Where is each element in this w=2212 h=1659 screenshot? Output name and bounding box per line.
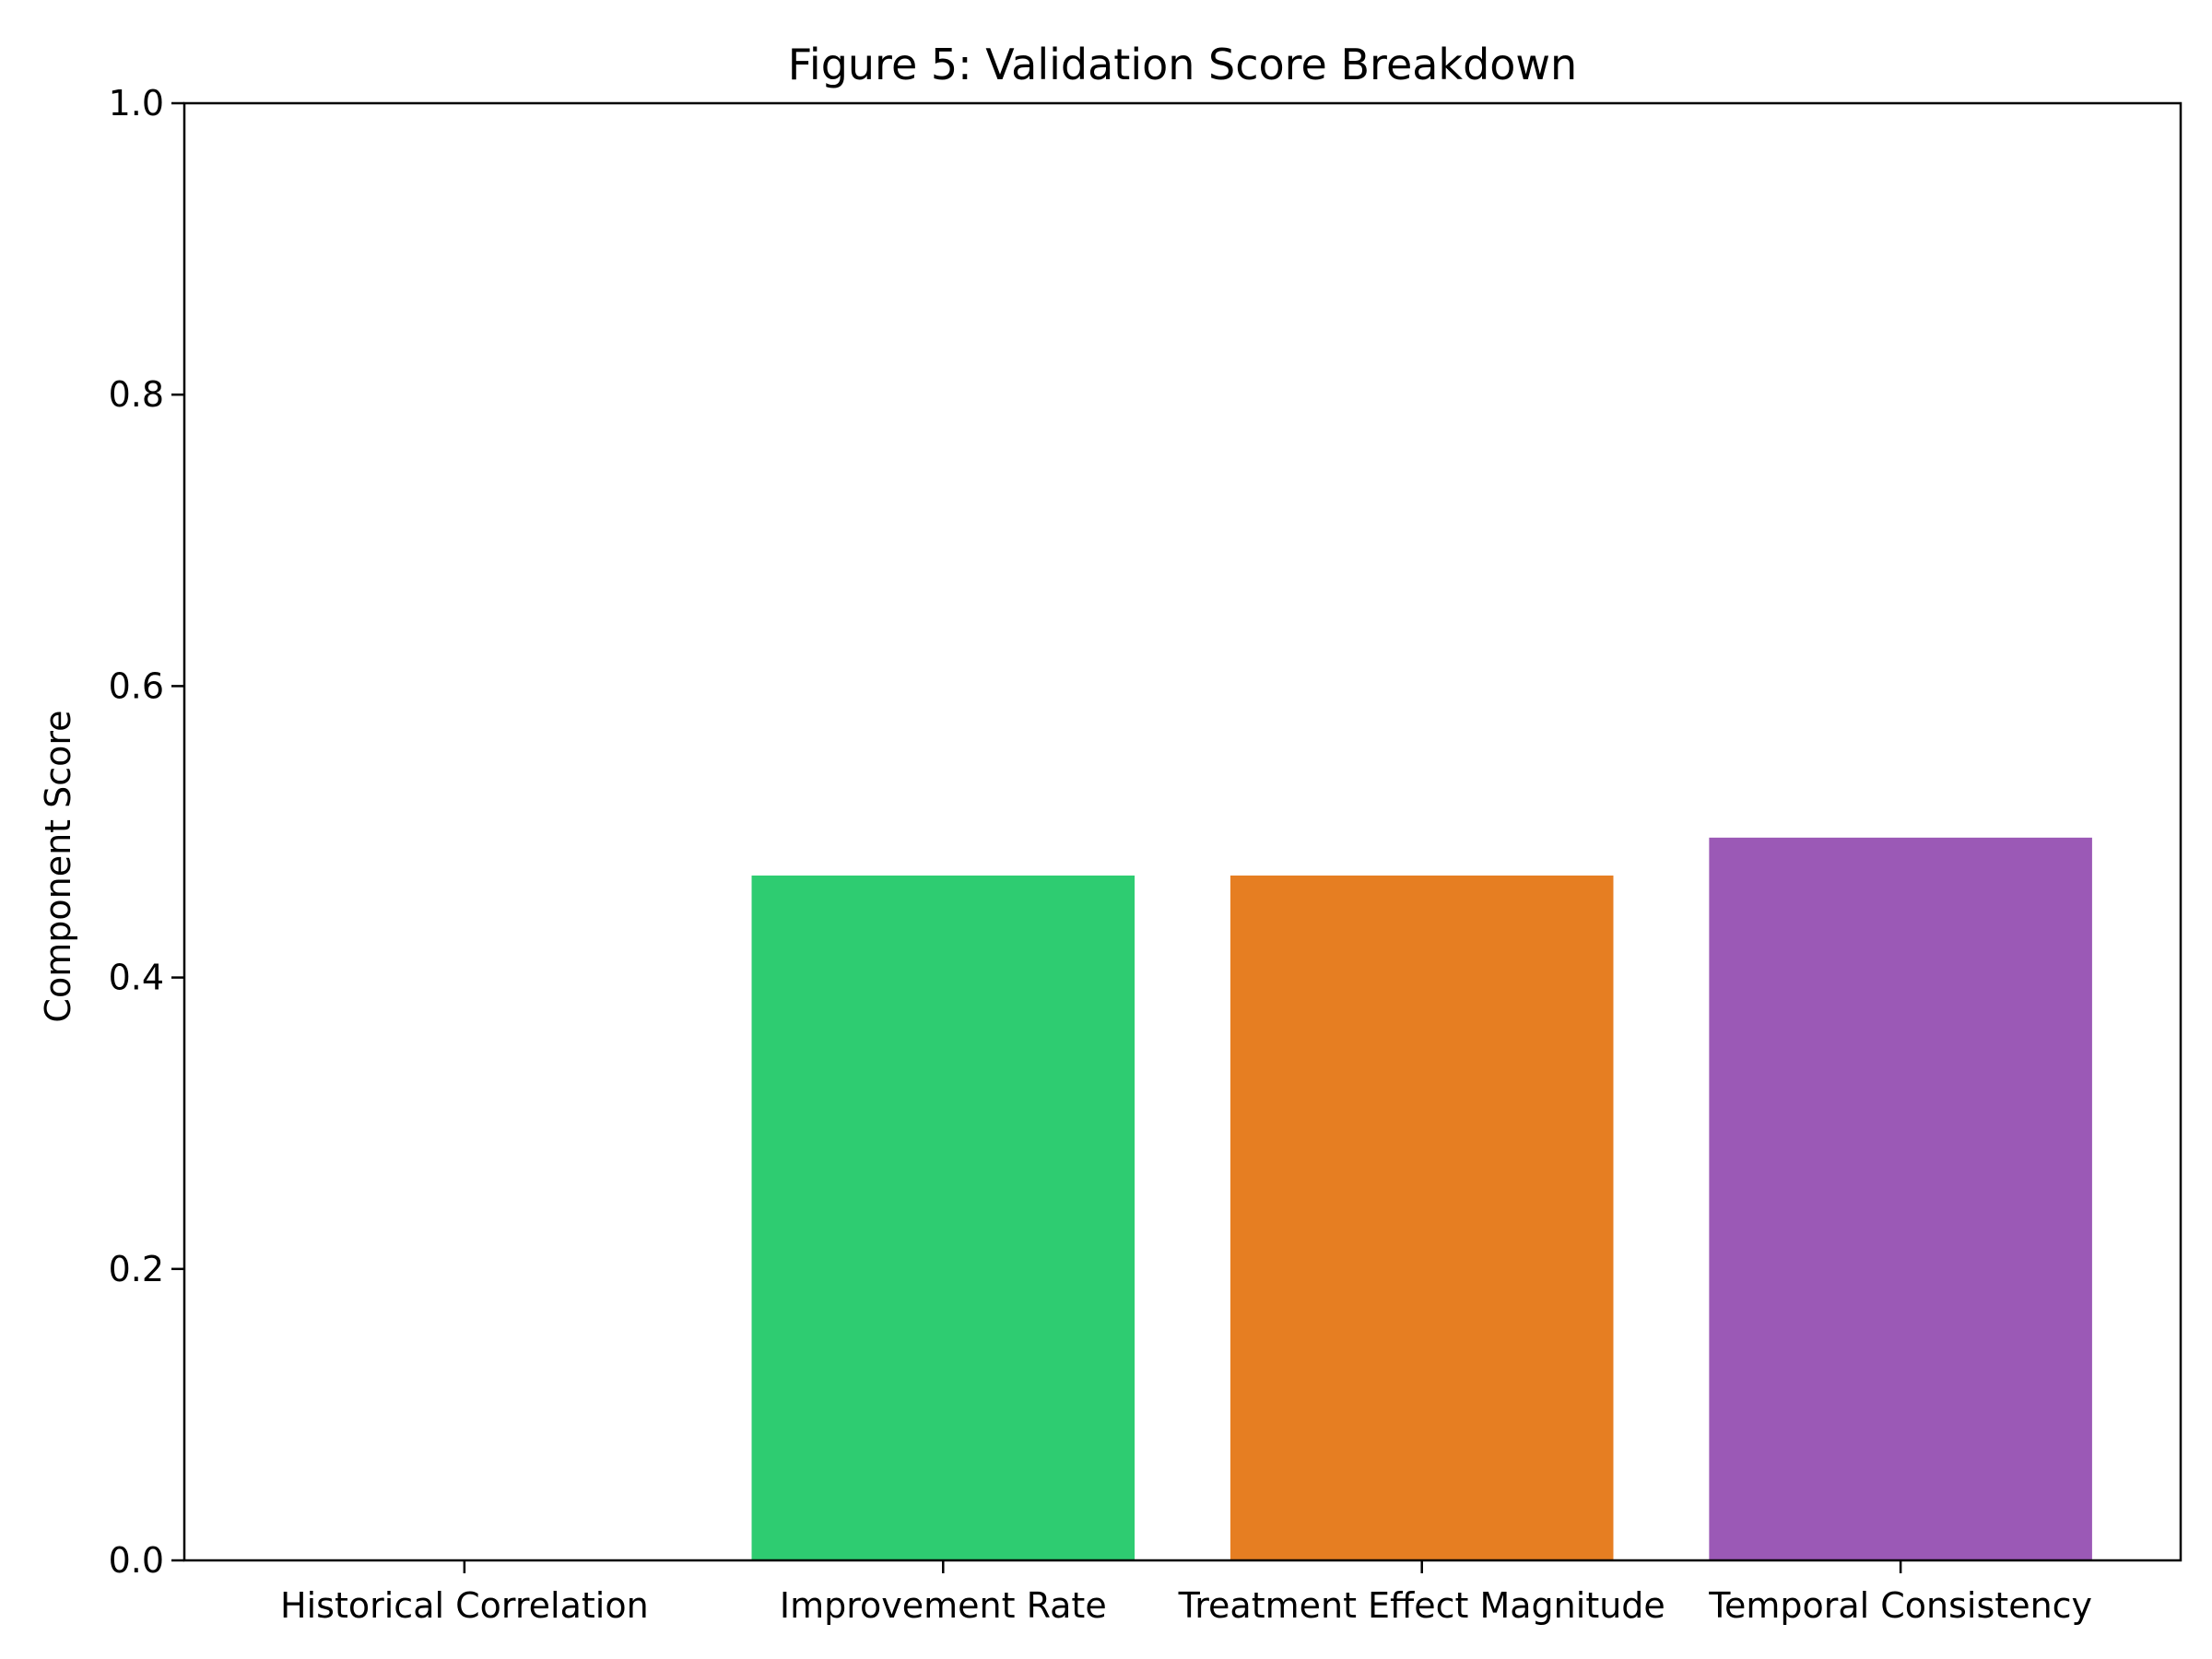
y-tick-label: 1.0 bbox=[109, 83, 164, 124]
x-tick-label: Treatment Effect Magnitude bbox=[1178, 1585, 1665, 1626]
x-tick-label: Temporal Consistency bbox=[1708, 1585, 2092, 1626]
y-tick-label: 0.2 bbox=[109, 1249, 164, 1289]
x-axis-ticks: Historical Correlation Improvement Rate Tr… bbox=[280, 1560, 2092, 1626]
chart-title: Figure 5: Validation Score Breakdown bbox=[788, 40, 1577, 89]
y-axis-label: Component Score bbox=[38, 710, 78, 1022]
bar-treatment-effect-magnitude bbox=[1230, 875, 1614, 1560]
bars bbox=[751, 837, 2092, 1560]
x-tick-label: Improvement Rate bbox=[780, 1585, 1107, 1626]
plot-area-frame bbox=[182, 101, 2183, 1562]
y-tick-label: 0.6 bbox=[109, 665, 164, 706]
bar-improvement-rate bbox=[751, 875, 1135, 1560]
y-tick-label: 0.4 bbox=[109, 958, 164, 998]
bar-temporal-consistency bbox=[1709, 837, 2092, 1560]
y-axis-ticks: 0.0 0.2 0.4 0.6 0.8 1.0 bbox=[109, 83, 184, 1581]
y-tick-label: 0.0 bbox=[109, 1540, 164, 1581]
y-tick-label: 0.8 bbox=[109, 374, 164, 415]
x-tick-label: Historical Correlation bbox=[280, 1585, 649, 1626]
